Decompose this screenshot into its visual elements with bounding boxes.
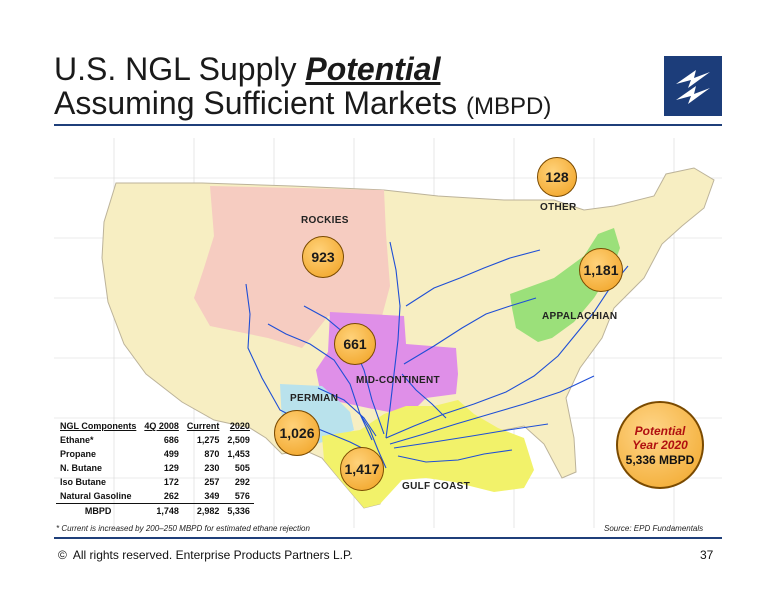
potential-year: Year 2020 bbox=[632, 437, 688, 452]
table-header: Current bbox=[186, 421, 220, 431]
table-cell: 172 bbox=[163, 477, 179, 487]
copyright-icon: © bbox=[58, 548, 67, 562]
title-rule bbox=[54, 124, 722, 126]
region-label-permian: PERMIAN bbox=[290, 393, 339, 404]
table-cell: 292 bbox=[234, 477, 250, 487]
table-header: NGL Components bbox=[60, 421, 137, 431]
table-cell: 2,509 bbox=[227, 435, 250, 445]
title-unit: (MBPD) bbox=[466, 93, 552, 120]
region-label-other: OTHER bbox=[540, 202, 577, 213]
region-label-mid-continent: MID-CONTINENT bbox=[356, 375, 440, 386]
slide-title: U.S. NGL Supply Potential Assuming Suffi… bbox=[54, 52, 551, 124]
page-number: 37 bbox=[700, 548, 714, 562]
bubble-gulf-coast: 1,417 bbox=[340, 447, 384, 491]
footnote: * Current is increased by 200–250 MBPD f… bbox=[56, 524, 310, 533]
table-cell: Ethane* bbox=[60, 435, 94, 445]
table-row: N. Butane 129 230 505 bbox=[56, 461, 254, 475]
table-cell: 1,453 bbox=[227, 449, 250, 459]
title-line-2: Assuming Sufficient Markets (MBPD) bbox=[54, 86, 551, 124]
region-label-rockies: ROCKIES bbox=[301, 215, 349, 226]
title-prefix: U.S. NGL Supply bbox=[54, 51, 306, 87]
table-total-row: MBPD 1,748 2,982 5,336 bbox=[56, 503, 254, 518]
region-rockies bbox=[194, 186, 390, 348]
region-label-gulf-coast: GULF COAST bbox=[402, 481, 470, 492]
title-line-1: U.S. NGL Supply Potential bbox=[54, 52, 551, 86]
table-cell: Natural Gasoline bbox=[60, 491, 132, 501]
table-cell: 499 bbox=[163, 449, 179, 459]
title-emphasis: Potential bbox=[305, 51, 441, 87]
table-row: Ethane* 686 1,275 2,509 bbox=[56, 433, 254, 447]
table-cell: 870 bbox=[204, 449, 220, 459]
ngl-components-table: NGL Components 4Q 2008 Current 2020 Etha… bbox=[56, 419, 254, 518]
copyright-text: All rights reserved. Enterprise Products… bbox=[72, 548, 353, 562]
table-cell: 1,748 bbox=[140, 503, 183, 518]
table-cell: 257 bbox=[204, 477, 220, 487]
region-label-appalachian: APPALACHIAN bbox=[542, 311, 618, 322]
bubble-permian: 1,026 bbox=[274, 410, 320, 456]
table-cell: N. Butane bbox=[60, 463, 103, 473]
table-cell: 349 bbox=[204, 491, 220, 501]
footer-copyright: © All rights reserved. Enterprise Produc… bbox=[58, 548, 353, 562]
bubble-other: 128 bbox=[537, 157, 577, 197]
table-row: Natural Gasoline 262 349 576 bbox=[56, 489, 254, 504]
table-cell: Iso Butane bbox=[60, 477, 107, 487]
title-main: Assuming Sufficient Markets bbox=[54, 85, 458, 121]
table-cell: 505 bbox=[234, 463, 250, 473]
table-cell: 5,336 bbox=[223, 503, 254, 518]
table-cell: MBPD bbox=[56, 503, 141, 518]
table-header: 2020 bbox=[229, 421, 250, 431]
table-cell: 262 bbox=[163, 491, 179, 501]
us-map bbox=[54, 138, 722, 528]
table-header-row: NGL Components 4Q 2008 Current 2020 bbox=[56, 419, 254, 433]
bubble-appalachian: 1,181 bbox=[579, 248, 623, 292]
table-cell: 2,982 bbox=[182, 503, 224, 518]
table-cell: 230 bbox=[204, 463, 220, 473]
footer-rule bbox=[54, 537, 722, 539]
bubble-rockies: 923 bbox=[302, 236, 344, 278]
table-row: Propane 499 870 1,453 bbox=[56, 447, 254, 461]
table-row: Iso Butane 172 257 292 bbox=[56, 475, 254, 489]
potential-value: 5,336 MBPD bbox=[625, 452, 695, 467]
table-cell: Propane bbox=[60, 449, 97, 459]
table-cell: 129 bbox=[163, 463, 179, 473]
source-note: Source: EPD Fundamentals bbox=[604, 524, 704, 533]
table-header: 4Q 2008 bbox=[144, 421, 179, 431]
bubble-mid-continent: 661 bbox=[334, 323, 376, 365]
enterprise-logo-icon bbox=[664, 56, 722, 116]
table-cell: 1,275 bbox=[196, 435, 220, 445]
table-cell: 686 bbox=[163, 435, 179, 445]
table-cell: 576 bbox=[234, 491, 250, 501]
potential-total-bubble: Potential Year 2020 5,336 MBPD bbox=[616, 401, 704, 489]
potential-label: Potential bbox=[634, 423, 686, 438]
